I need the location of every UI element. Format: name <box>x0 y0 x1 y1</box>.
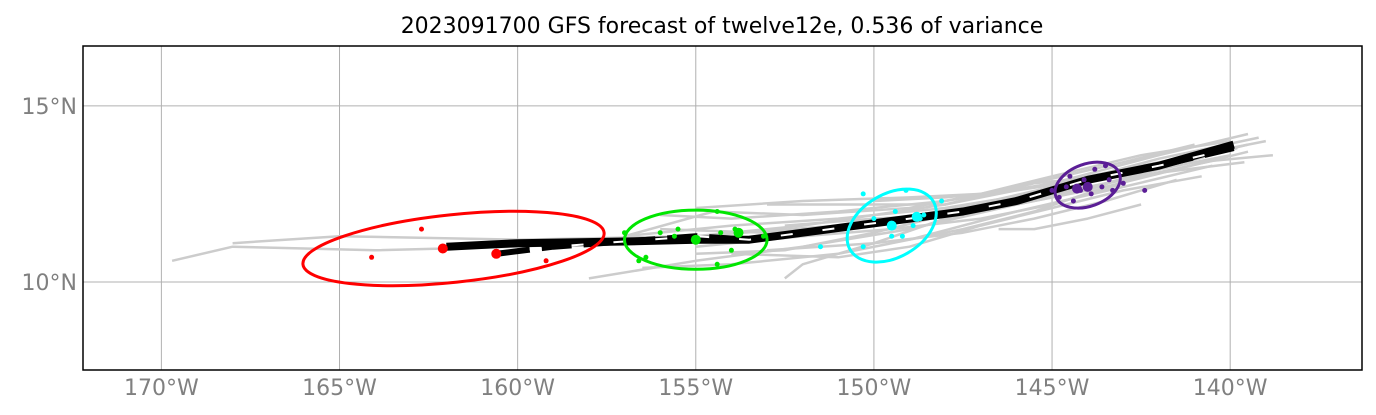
ensemble-member-track <box>588 157 1224 280</box>
uncertainty-ellipse <box>622 208 769 271</box>
uncertainty-ellipse <box>301 209 606 288</box>
control-track-line <box>446 140 1235 251</box>
member-position-dot <box>1110 187 1116 193</box>
x-tick-label: 160°W <box>480 376 555 401</box>
member-position-dot <box>860 244 866 250</box>
ensemble-member-track <box>766 178 1178 252</box>
member-position-dot <box>818 244 823 250</box>
member-position-dot <box>761 233 766 239</box>
control-position <box>1072 183 1082 194</box>
x-tick-label: 150°W <box>837 376 912 401</box>
member-position-dot <box>1099 184 1105 190</box>
member-position-dot <box>892 209 898 214</box>
ensemble-mean-position <box>886 220 897 231</box>
x-tick-label: 155°W <box>658 376 733 401</box>
member-position-dot <box>939 198 945 204</box>
member-position-dot <box>1070 198 1076 204</box>
member-position-dot <box>871 216 877 222</box>
ensemble-tracks <box>171 132 1274 280</box>
member-position-dot <box>1120 180 1126 186</box>
member-position-dot <box>675 226 681 232</box>
member-position-dot <box>643 254 649 260</box>
member-position-dot <box>419 226 424 232</box>
member-position-dot <box>1063 184 1069 190</box>
member-position-dot <box>714 209 720 214</box>
member-position-dot <box>1088 191 1094 197</box>
member-position-dot <box>543 258 549 264</box>
gridlines <box>83 46 1362 370</box>
ensemble-member-track <box>909 150 1249 241</box>
ensemble-mean-track-dashed <box>495 145 1235 257</box>
ensemble-mean-position <box>1082 181 1093 192</box>
member-position-dot <box>714 261 720 267</box>
member-position-dot <box>899 233 905 239</box>
uncertainty-ellipse <box>845 187 938 264</box>
member-position-dot <box>1103 163 1108 169</box>
member-position-dot <box>1106 177 1112 183</box>
y-tick-label: 15°N <box>22 95 77 120</box>
member-position-dot <box>1067 173 1073 179</box>
ensemble-member-track <box>998 203 1142 231</box>
member-position-dot <box>1142 187 1148 193</box>
member-position-dot <box>636 258 642 264</box>
control-position <box>437 243 448 254</box>
member-position-dot <box>910 223 916 229</box>
control-position <box>733 227 744 238</box>
ensemble-mean-track <box>446 140 1235 257</box>
y-tick-label: 10°N <box>22 271 77 296</box>
member-position-dot <box>369 254 375 260</box>
x-tick-label: 165°W <box>302 376 377 401</box>
forecast-time-markers <box>301 160 1148 288</box>
plot-frame <box>82 45 1363 371</box>
member-position-dot <box>1049 187 1055 193</box>
member-position-dot <box>1092 166 1098 172</box>
x-tick-label: 170°W <box>124 376 199 401</box>
member-position-dot <box>1081 177 1087 183</box>
ensemble-mean-position <box>491 248 502 259</box>
member-position-dot <box>728 247 734 253</box>
member-position-dot <box>718 230 724 236</box>
member-position-dot <box>903 187 909 193</box>
x-tick-label: 140°W <box>1193 376 1268 401</box>
member-position-dot <box>921 212 927 218</box>
uncertainty-ellipse <box>1053 160 1122 210</box>
x-tick-label: 145°W <box>1015 376 1090 401</box>
control-position <box>911 211 922 222</box>
member-position-dot <box>622 230 627 236</box>
member-position-dot <box>860 191 866 197</box>
member-position-dot <box>1056 194 1062 200</box>
ensemble-mean-position <box>690 234 701 245</box>
axis-tick-labels: 170°W 165°W 160°W 155°W 150°W 145°W 140°W 15°N 1… <box>22 95 1268 401</box>
chart-title: 2023091700 GFS forecast of twelve12e, 0.… <box>401 14 1044 39</box>
member-position-dot <box>657 230 663 236</box>
member-position-dot <box>889 233 895 239</box>
ensemble-member-track <box>873 153 1231 203</box>
member-position-dot <box>671 233 677 239</box>
